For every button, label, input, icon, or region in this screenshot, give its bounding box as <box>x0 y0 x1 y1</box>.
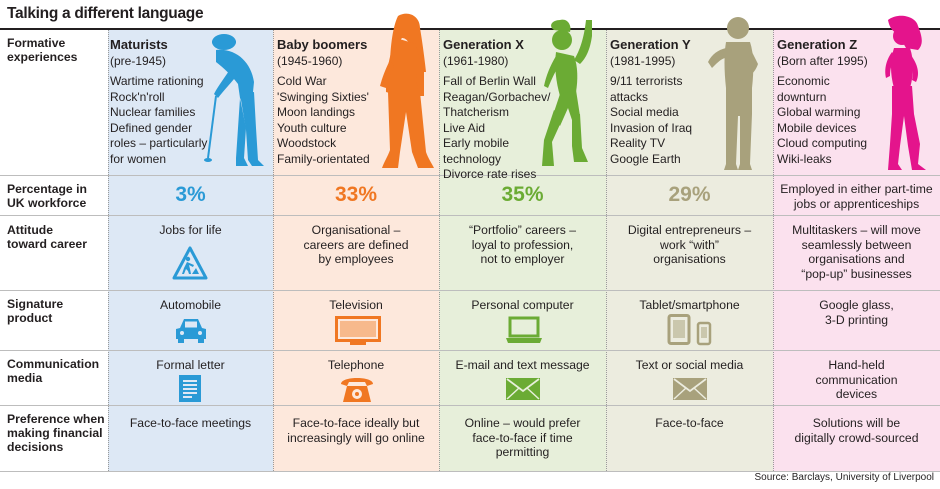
product-generation-z: Google glass, 3-D printing <box>819 298 894 327</box>
product-generation-y: Tablet/smartphone <box>639 298 740 312</box>
laptop-icon <box>506 316 542 343</box>
row-label-media: Communication media <box>7 357 100 385</box>
generation-years: (1961-1980) <box>443 54 509 68</box>
row-label-product: Signature product <box>7 297 64 325</box>
finance-generation-z: Solutions will be digitally crowd-source… <box>794 416 919 445</box>
title-rule <box>0 28 940 30</box>
generation-y-silhouette <box>708 17 758 170</box>
telephone-icon <box>341 378 373 402</box>
row-divider <box>0 175 940 176</box>
media-generation-x: E-mail and text message <box>455 358 590 372</box>
generation-z-block: Generation Z (Born after 1995) Economic … <box>777 37 868 167</box>
generation-name: Generation Y <box>610 37 691 52</box>
letter-icon <box>179 375 201 402</box>
generation-years: (pre-1945) <box>110 54 167 68</box>
envelope-icon <box>506 378 540 400</box>
percentage-generation-z: Employed in either part-time jobs or app… <box>780 182 933 211</box>
media-maturists: Formal letter <box>156 358 225 372</box>
media-generation-y: Text or social media <box>635 358 744 372</box>
finance-baby-boomers: Face-to-face ideally but increasingly wi… <box>287 416 425 445</box>
source-credit: Source: Barclays, University of Liverpoo… <box>754 472 934 483</box>
media-generation-z: Hand-held communication devices <box>815 358 898 401</box>
column-divider <box>606 30 607 471</box>
car-icon <box>176 319 206 343</box>
finance-generation-y: Face-to-face <box>655 416 724 430</box>
generation-name: Maturists <box>110 37 168 52</box>
row-divider <box>0 290 940 291</box>
row-divider <box>0 405 940 406</box>
generation-name: Generation Z <box>777 37 858 52</box>
baby-boomer-silhouette <box>380 13 434 168</box>
generation-name: Baby boomers <box>277 37 368 52</box>
tablet-smartphone-icon <box>667 314 712 346</box>
page-title: Talking a different language <box>7 5 204 22</box>
envelope-icon <box>673 378 707 400</box>
product-generation-x: Personal computer <box>471 298 574 312</box>
generation-y-block: Generation Y (1981-1995) 9/11 terrorists… <box>610 37 692 167</box>
attitude-baby-boomers: Organisational – careers are defined by … <box>303 223 409 266</box>
maturist-golfer-silhouette <box>204 34 264 166</box>
percentage-baby-boomers: 33% <box>334 183 378 206</box>
product-maturists: Automobile <box>160 298 221 312</box>
formative-experiences: 9/11 terrorists attacks Social media Inv… <box>610 74 693 166</box>
percentage-generation-x: 35% <box>501 183 544 206</box>
attitude-generation-x: “Portfolio” careers – loyal to professio… <box>468 223 576 266</box>
row-label-percentage: Percentage in UK workforce <box>7 182 87 210</box>
row-divider <box>0 471 940 472</box>
row-divider <box>0 215 940 216</box>
formative-experiences: Cold War 'Swinging Sixties' Moon landing… <box>277 74 370 166</box>
generation-x-block: Generation X (1961-1980) Fall of Berlin … <box>443 37 550 183</box>
media-baby-boomers: Telephone <box>327 358 385 372</box>
generation-years: (1945-1960) <box>277 54 343 68</box>
finance-maturists: Face-to-face meetings <box>129 416 252 430</box>
road-works-sign-icon <box>172 246 208 280</box>
generation-x-silhouette <box>542 19 592 166</box>
formative-experiences: Fall of Berlin Wall Reagan/Gorbachev/ Th… <box>443 74 551 181</box>
column-divider <box>273 30 274 471</box>
product-baby-boomers: Television <box>329 298 383 312</box>
television-icon <box>335 316 381 345</box>
formative-experiences: Wartime rationing Rock'n'roll Nuclear fa… <box>110 74 208 166</box>
generation-name: Generation X <box>443 37 524 52</box>
generation-years: (Born after 1995) <box>777 54 868 68</box>
maturists-block: Maturists (pre-1945) Wartime rationing R… <box>110 37 207 167</box>
attitude-maturists: Jobs for life <box>159 223 222 237</box>
row-divider <box>0 350 940 351</box>
attitude-generation-y: Digital entrepreneurs – work “with” orga… <box>627 223 752 266</box>
row-label-formative: Formative experiences <box>7 36 78 64</box>
percentage-generation-y: 29% <box>668 183 711 206</box>
generation-z-silhouette <box>885 15 926 170</box>
attitude-generation-z: Multitaskers – will move seamlessly betw… <box>792 223 921 281</box>
generation-years: (1981-1995) <box>610 54 676 68</box>
baby-boomers-block: Baby boomers (1945-1960) Cold War 'Swing… <box>277 37 370 167</box>
finance-generation-x: Online – would prefer face-to-face if ti… <box>464 416 581 459</box>
row-label-attitude: Attitude toward career <box>7 223 87 251</box>
formative-experiences: Economic downturn Global warming Mobile … <box>777 74 868 166</box>
row-label-finance: Preference when making financial decisio… <box>7 412 105 454</box>
percentage-maturists: 3% <box>175 183 206 206</box>
column-divider <box>108 30 109 471</box>
column-divider <box>439 30 440 471</box>
column-divider <box>773 30 774 471</box>
